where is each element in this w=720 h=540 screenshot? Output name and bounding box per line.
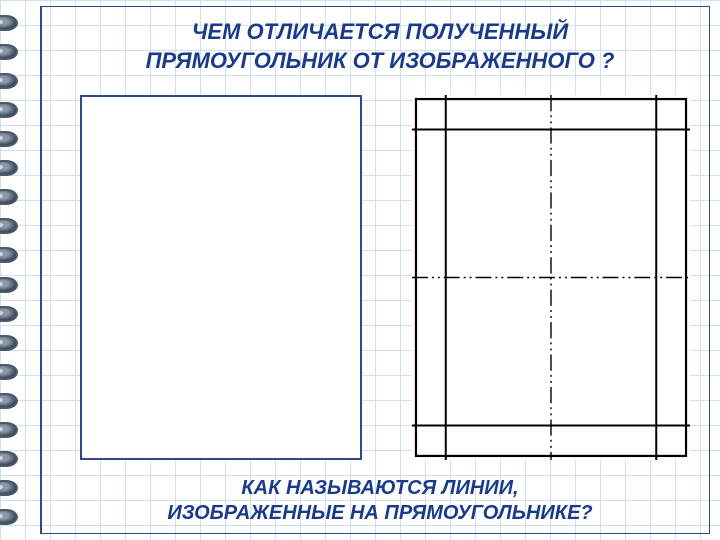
binding-ring (0, 335, 18, 351)
binding-ring (0, 393, 18, 409)
binding-ring (0, 44, 18, 60)
binding-ring (0, 451, 18, 467)
left-rectangle (80, 95, 362, 460)
binding-ring (0, 247, 18, 263)
heading-top-line2: ПРЯМОУГОЛЬНИК ОТ ИЗОБРАЖЕННОГО ? (146, 48, 615, 73)
technical-drawing-svg (412, 95, 690, 460)
heading-top: ЧЕМ ОТЛИЧАЕТСЯ ПОЛУЧЕННЫЙ ПРЯМОУГОЛЬНИК … (60, 18, 700, 75)
heading-bottom-line2: ИЗОБРАЖЕННЫЕ НА ПРЯМОУГОЛЬНИКЕ? (167, 502, 592, 524)
binding-ring (0, 306, 18, 322)
binding-ring (0, 189, 18, 205)
binding-ring (0, 277, 18, 293)
slide: ЧЕМ ОТЛИЧАЕТСЯ ПОЛУЧЕННЫЙ ПРЯМОУГОЛЬНИК … (0, 0, 720, 540)
binding-ring (0, 15, 18, 31)
heading-bottom: КАК НАЗЫВАЮТСЯ ЛИНИИ, ИЗОБРАЖЕННЫЕ НА ПР… (60, 476, 700, 526)
panels-row (80, 95, 690, 460)
binding-ring (0, 102, 18, 118)
binding-ring (0, 73, 18, 89)
heading-bottom-line1: КАК НАЗЫВАЮТСЯ ЛИНИИ, (241, 477, 518, 499)
right-drawing (412, 95, 690, 460)
binding-ring (0, 218, 18, 234)
binding-ring (0, 509, 18, 525)
binding-ring (0, 422, 18, 438)
binding-ring (0, 131, 18, 147)
heading-top-line1: ЧЕМ ОТЛИЧАЕТСЯ ПОЛУЧЕННЫЙ (192, 19, 568, 44)
binding-ring (0, 364, 18, 380)
spiral-binding (0, 0, 40, 540)
binding-ring (0, 480, 18, 496)
binding-ring (0, 160, 18, 176)
